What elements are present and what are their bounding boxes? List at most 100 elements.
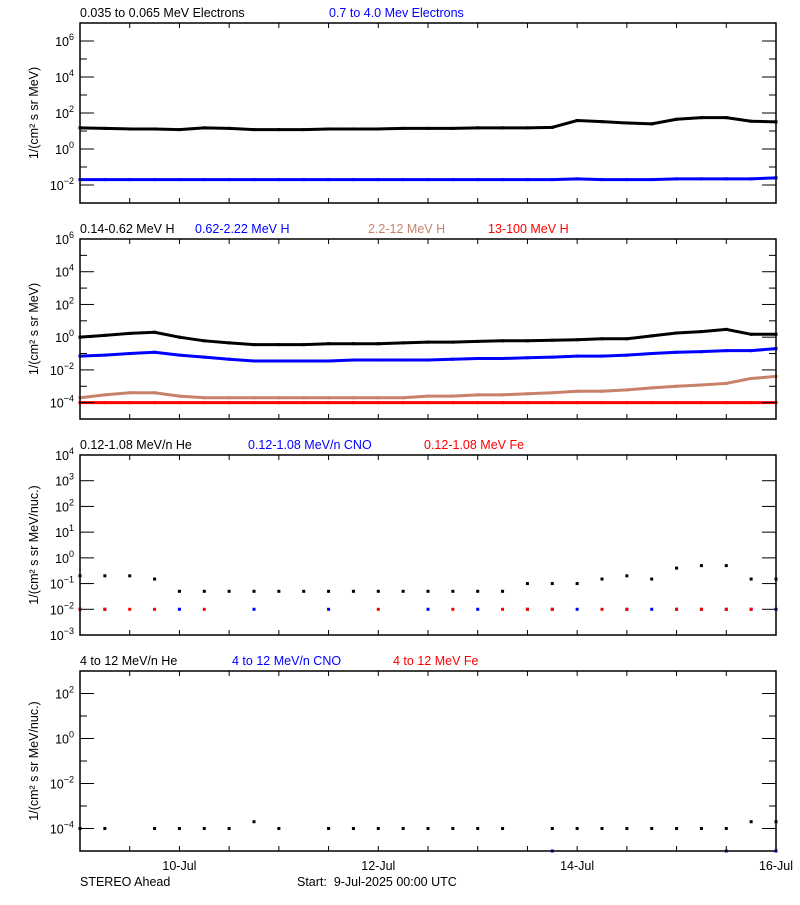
y-tick-label: 10−2 [50, 600, 74, 617]
data-point [128, 607, 132, 611]
y-tick-label: 10−3 [50, 626, 74, 643]
y-tick-label: 10−1 [50, 575, 74, 592]
data-point [501, 589, 505, 593]
data-point [177, 589, 181, 593]
data-point [600, 607, 604, 611]
data-point [202, 607, 206, 611]
data-point [476, 589, 480, 593]
data-point [128, 574, 132, 578]
y-tick-label: 10−4 [50, 394, 74, 411]
data-point [699, 827, 703, 830]
data-point [600, 577, 604, 581]
series-line-3 [79, 374, 777, 400]
data-point [699, 607, 703, 611]
footer-spacecraft: STEREO Ahead [80, 875, 170, 889]
panel-2: 0.14-0.62 MeV H 0.62-2.22 MeV H 2.2-12 MeV… [27, 222, 778, 420]
legend-entry: 2.2-12 MeV H [368, 222, 445, 236]
data-series-group [78, 564, 778, 611]
data-point [451, 827, 455, 830]
data-point [376, 589, 380, 593]
data-point [625, 574, 629, 578]
data-point [525, 582, 529, 586]
plot-frame [79, 238, 777, 420]
data-point [525, 607, 529, 611]
x-tick-label: 10-Jul [162, 859, 196, 873]
y-tick-label: 102 [55, 497, 74, 514]
data-point [476, 827, 480, 830]
data-point [277, 827, 281, 830]
plot-frame [79, 670, 777, 852]
data-point [650, 577, 654, 581]
plot-frame [79, 22, 777, 204]
legend-entry: 13-100 MeV H [488, 222, 569, 236]
data-point [177, 827, 181, 830]
data-point [426, 827, 430, 830]
y-tick-label: 104 [55, 68, 74, 85]
data-point [252, 607, 256, 611]
panel-3: 0.12-1.08 MeV/n He 0.12-1.08 MeV/n CNO 0.1… [27, 438, 778, 643]
panel-4: 4 to 12 MeV/n He 4 to 12 MeV/n CNO 4 to 12… [27, 654, 778, 853]
data-point [650, 607, 654, 611]
data-point [103, 827, 107, 830]
y-axis-label: 1/(cm² s sr MeV) [27, 283, 41, 375]
legend-entry: 4 to 12 MeV/n CNO [232, 654, 341, 668]
data-point [650, 827, 654, 830]
data-point [600, 827, 604, 830]
data-point [699, 564, 703, 568]
data-point [675, 607, 679, 611]
legend-entry: 0.12-1.08 MeV/n CNO [248, 438, 372, 452]
y-tick-label: 106 [55, 32, 74, 49]
y-tick-label: 101 [55, 523, 74, 540]
data-point [550, 607, 554, 611]
data-point [625, 827, 629, 830]
data-point [675, 827, 679, 830]
y-axis-label: 1/(cm² s sr MeV) [27, 67, 41, 159]
legend-entry: 0.035 to 0.065 MeV Electrons [80, 6, 245, 20]
data-point [227, 589, 231, 593]
data-point [451, 589, 455, 593]
data-point [177, 607, 181, 611]
data-point [153, 827, 157, 830]
panel-1: 0.035 to 0.065 MeV Electrons 0.7 to 4.0 M… [27, 6, 778, 204]
y-tick-label: 102 [55, 295, 74, 312]
data-point [202, 589, 206, 593]
y-tick-label: 10−2 [50, 775, 74, 792]
data-point [376, 827, 380, 830]
data-point [327, 607, 331, 611]
y-tick-label: 10−4 [50, 820, 74, 837]
data-point [351, 827, 355, 830]
data-point [252, 589, 256, 593]
data-series-group [78, 327, 778, 405]
data-point [376, 607, 380, 611]
x-tick-label: 12-Jul [361, 859, 395, 873]
series-line-2 [80, 176, 777, 182]
y-tick-label: 100 [55, 328, 74, 345]
data-point [103, 574, 107, 578]
x-tick-label: 16-Jul [759, 859, 793, 873]
y-axis-label: 1/(cm² s sr MeV/nuc.) [27, 485, 41, 604]
data-point [426, 607, 430, 611]
data-point [426, 589, 430, 593]
data-point [501, 827, 505, 830]
data-point [575, 582, 579, 586]
data-series-group [78, 116, 778, 182]
data-point [327, 589, 331, 593]
data-point [476, 607, 480, 611]
data-point [675, 566, 679, 570]
data-point [749, 607, 753, 611]
data-point [749, 577, 753, 581]
y-tick-label: 104 [55, 446, 74, 463]
legend-entry: 4 to 12 MeV/n He [80, 654, 177, 668]
legend-entry: 4 to 12 MeV Fe [393, 654, 479, 668]
data-point [302, 589, 306, 593]
y-axis-label: 1/(cm² s sr MeV/nuc.) [27, 701, 41, 820]
data-point [625, 607, 629, 611]
y-tick-label: 100 [55, 140, 74, 157]
legend-entry: 0.12-1.08 MeV/n He [80, 438, 192, 452]
y-tick-label: 100 [55, 549, 74, 566]
series-line-2 [79, 347, 777, 363]
y-tick-label: 103 [55, 472, 74, 489]
data-point [351, 589, 355, 593]
data-point [401, 827, 405, 830]
y-tick-label: 104 [55, 263, 74, 280]
